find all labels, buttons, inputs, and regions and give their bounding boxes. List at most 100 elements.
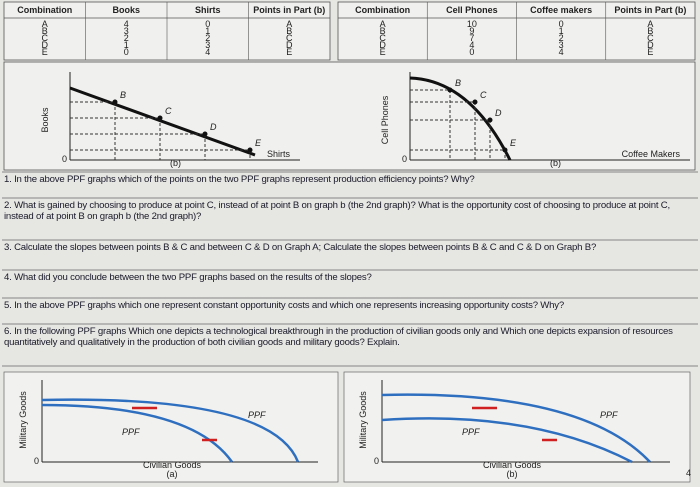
curve-label: PPF <box>122 427 140 437</box>
ppf-curve <box>381 417 633 464</box>
y-axis-label: Cell Phones <box>380 95 390 144</box>
question: 5. In the above PPF graphs which one rep… <box>4 300 565 311</box>
table-cell: 1 <box>559 26 564 36</box>
origin: 0 <box>374 456 379 466</box>
point <box>112 99 118 105</box>
graph-caption: (b) <box>550 158 561 168</box>
ppf-curve <box>409 76 512 161</box>
table-cell: 9 <box>469 26 474 36</box>
table-cell: 3 <box>205 40 210 50</box>
table-cell: A <box>647 19 653 29</box>
table-cell: B <box>647 26 653 36</box>
table-cell: 0 <box>559 19 564 29</box>
ppf-curve <box>41 398 300 463</box>
table-cell: E <box>380 47 386 57</box>
table-cell: C <box>286 33 293 43</box>
y-axis-label: Military Goods <box>358 391 368 449</box>
table-cell: E <box>286 47 292 57</box>
y-axis-label: Books <box>40 107 50 133</box>
table-cell: 0 <box>469 47 474 57</box>
table-cell: 7 <box>469 33 474 43</box>
table-header: Coffee makers <box>530 5 592 15</box>
table-cell: 0 <box>124 47 129 57</box>
curve-label: PPF <box>462 427 480 437</box>
question: 6. In the following PPF graphs Which one… <box>4 326 673 348</box>
ppf-curve <box>41 403 234 463</box>
point-label: D <box>210 122 217 132</box>
ppf-curve <box>381 393 651 463</box>
curve-label: PPF <box>600 410 618 420</box>
graph-panel <box>343 371 691 483</box>
table-cell: B <box>42 26 48 36</box>
origin: 0 <box>402 154 407 164</box>
table-cell: 10 <box>467 19 477 29</box>
origin: 0 <box>34 456 39 466</box>
x-axis-label: Shirts <box>267 149 291 159</box>
table-cell: B <box>286 26 292 36</box>
point-label: E <box>255 138 262 148</box>
table-cell: 3 <box>559 40 564 50</box>
table-cell: C <box>379 33 386 43</box>
table-cell: 4 <box>559 47 564 57</box>
point-label: D <box>495 108 502 118</box>
graph-caption: (b) <box>507 469 518 479</box>
point <box>202 131 208 137</box>
point <box>472 99 478 105</box>
table-header: Points in Part (b) <box>253 5 325 15</box>
table-header: Combination <box>17 5 72 15</box>
table-cell: 0 <box>205 19 210 29</box>
table-cell: D <box>286 40 293 50</box>
table-cell: C <box>42 33 49 43</box>
graph-caption: (b) <box>170 158 181 168</box>
table-cell: E <box>42 47 48 57</box>
table-cell: 4 <box>205 47 210 57</box>
table-cell: B <box>380 26 386 36</box>
x-axis-label: Coffee Makers <box>622 149 681 159</box>
point-label: E <box>510 138 517 148</box>
table-cell: 3 <box>124 26 129 36</box>
point <box>157 115 163 121</box>
table-header: Cell Phones <box>446 5 498 15</box>
table-cell: E <box>647 47 653 57</box>
table-cell: D <box>379 40 386 50</box>
table-cell: C <box>647 33 654 43</box>
point-label: C <box>480 90 487 100</box>
point <box>487 117 493 123</box>
table-cell: 1 <box>205 26 210 36</box>
graph-panel <box>3 371 339 483</box>
table-cell: 2 <box>205 33 210 43</box>
table-cell: D <box>42 40 49 50</box>
table-cell: A <box>286 19 292 29</box>
table-header: Shirts <box>195 5 221 15</box>
question: 3. Calculate the slopes between points B… <box>4 242 597 253</box>
question: 2. What is gained by choosing to produce… <box>4 200 670 222</box>
graph-caption: (a) <box>167 469 178 479</box>
table-cell: 1 <box>124 40 129 50</box>
question: 1. In the above PPF graphs which of the … <box>4 174 475 185</box>
x-axis-label: Civilian Goods <box>143 460 202 470</box>
table-cell: 2 <box>124 33 129 43</box>
point <box>447 87 453 93</box>
page-number: 4 <box>686 468 691 478</box>
table-header: Books <box>112 5 140 15</box>
point-label: B <box>455 78 461 88</box>
y-axis-label: Military Goods <box>18 391 28 449</box>
table-cell: 2 <box>559 33 564 43</box>
graph-panel <box>3 61 696 171</box>
table-header: Combination <box>355 5 410 15</box>
table-cell: A <box>42 19 48 29</box>
point <box>247 147 253 153</box>
table-cell: D <box>647 40 654 50</box>
ppf-curve <box>69 86 256 157</box>
origin: 0 <box>62 154 67 164</box>
table-cell: 4 <box>469 40 474 50</box>
curve-label: PPF <box>248 410 266 420</box>
table-cell: A <box>380 19 386 29</box>
question: 4. What did you conclude between the two… <box>4 272 372 283</box>
point <box>502 147 508 153</box>
table-cell: 4 <box>124 19 129 29</box>
point-label: C <box>165 106 172 116</box>
table-header: Points in Part (b) <box>614 5 686 15</box>
